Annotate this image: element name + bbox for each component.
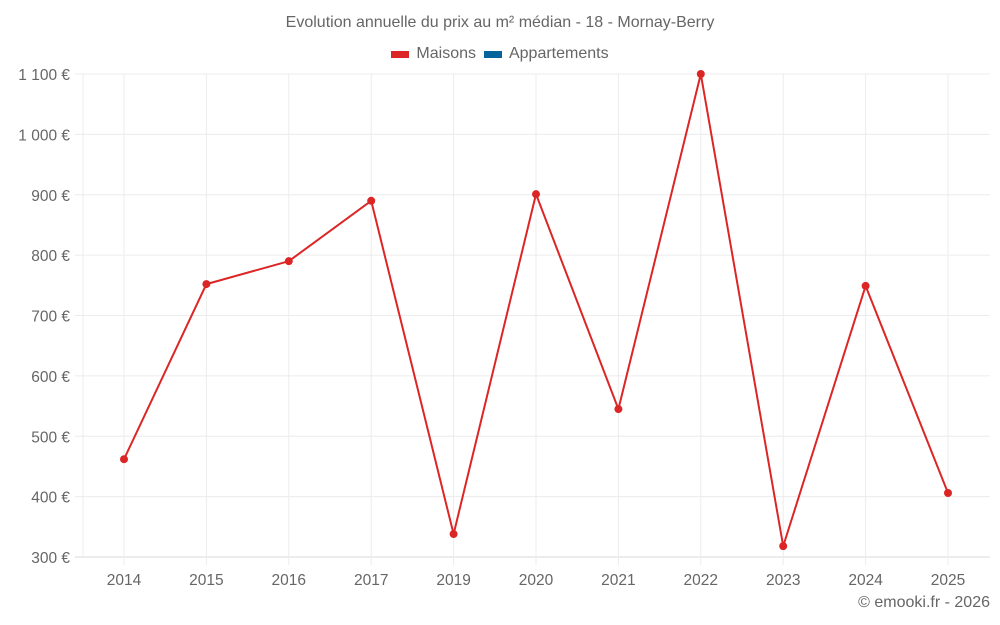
- data-point[interactable]: [696, 70, 705, 78]
- y-axis: 300 € 400 € 500 € 600 € 700 € 800 € 900 € 1 000…: [18, 67, 70, 567]
- y-tick-label: 700 €: [31, 309, 70, 326]
- data-point[interactable]: [202, 280, 211, 289]
- chart-legend: Maisons Appartements: [0, 45, 1000, 63]
- x-tick-label: 2021: [601, 572, 635, 589]
- series-maisons: [120, 70, 952, 551]
- legend-label-appartements: Appartements: [508, 45, 609, 62]
- data-point[interactable]: [284, 257, 293, 266]
- data-point[interactable]: [367, 196, 376, 205]
- data-point[interactable]: [861, 281, 870, 290]
- data-point[interactable]: [614, 405, 623, 414]
- legend-item-appartements[interactable]: Appartements: [483, 45, 609, 63]
- y-tick-label: 900 €: [31, 188, 70, 205]
- y-tick-label: 800 €: [31, 248, 70, 265]
- legend-swatch-appartements: [483, 50, 502, 58]
- x-axis: 2014 2015 2016 2017 2019 2020 2021 2022 2023 2024…: [107, 572, 965, 589]
- data-point[interactable]: [532, 190, 540, 199]
- y-tick-label: 400 €: [31, 490, 70, 507]
- data-point[interactable]: [779, 542, 788, 551]
- x-tick-label: 2017: [354, 572, 388, 589]
- copyright-credit: © emooki.fr - 2026: [858, 594, 990, 611]
- data-point[interactable]: [120, 455, 128, 464]
- data-point[interactable]: [944, 489, 952, 498]
- data-point[interactable]: [449, 530, 458, 539]
- y-tick-label: 1 100 €: [18, 67, 70, 84]
- x-tick-label: 2025: [931, 572, 965, 589]
- x-tick-label: 2024: [848, 572, 883, 589]
- legend-swatch-maisons: [391, 50, 410, 58]
- y-tick-label: 1 000 €: [18, 127, 70, 144]
- x-tick-label: 2014: [107, 572, 142, 589]
- chart-title: Evolution annuelle du prix au m² médian …: [285, 14, 715, 31]
- y-tick-label: 500 €: [31, 429, 70, 446]
- legend-item-maisons[interactable]: Maisons: [391, 45, 476, 63]
- x-tick-label: 2020: [519, 572, 554, 589]
- y-tick-label: 300 €: [31, 550, 70, 567]
- legend-label-maisons: Maisons: [416, 45, 476, 62]
- grid-lines: [75, 73, 990, 565]
- x-tick-label: 2015: [189, 572, 223, 589]
- y-tick-label: 600 €: [31, 369, 70, 386]
- x-tick-label: 2019: [436, 572, 470, 589]
- x-tick-label: 2022: [684, 572, 718, 589]
- x-tick-label: 2016: [272, 572, 306, 589]
- x-tick-label: 2023: [766, 572, 800, 589]
